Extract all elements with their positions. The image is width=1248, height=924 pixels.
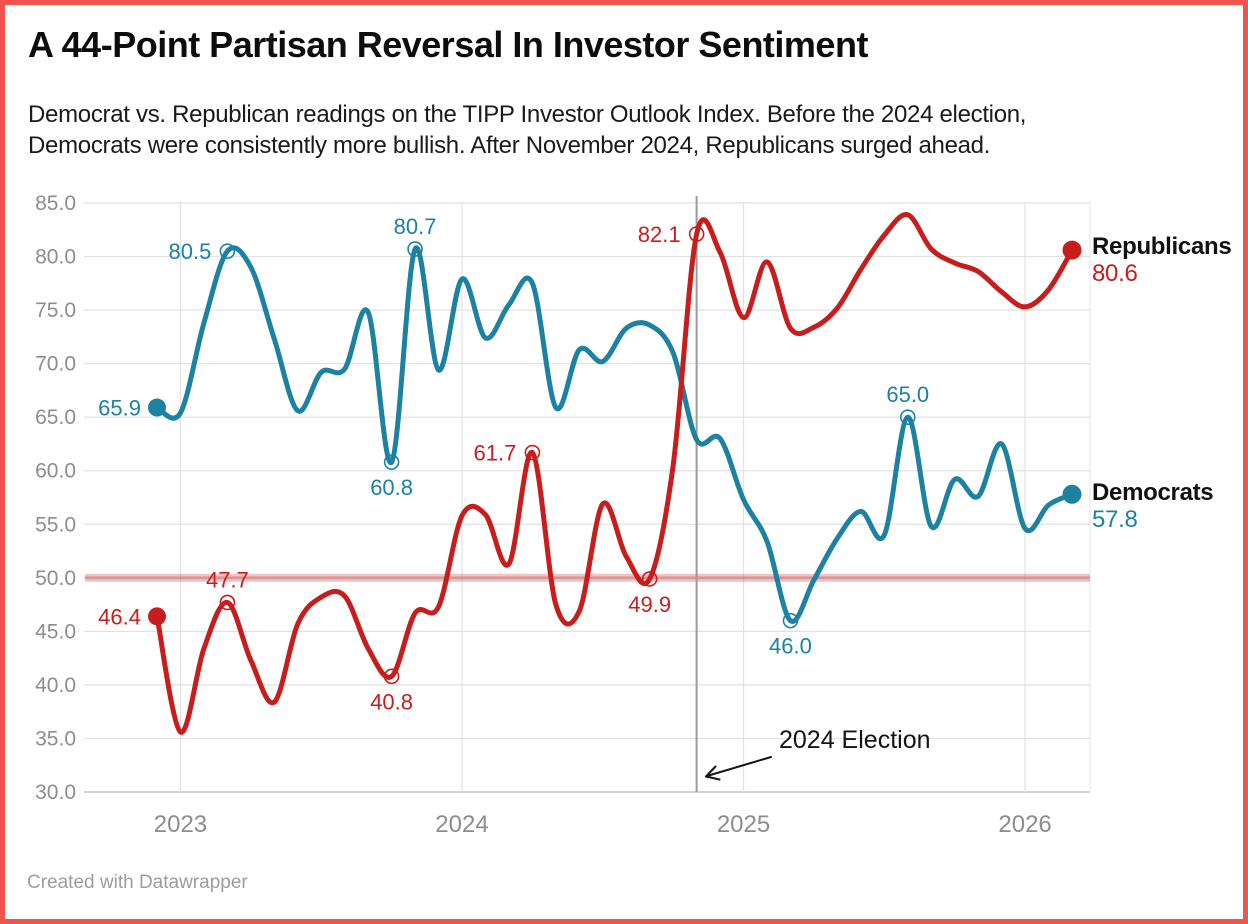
point-open-circle (383, 454, 400, 470)
democrats-start-dot (148, 398, 166, 417)
chart-subtitle-line2: Democrats were consistently more bullish… (28, 132, 991, 159)
y-tick-label: 75.0 (35, 299, 76, 322)
legend-democrats-value: 57.8 (1092, 506, 1138, 533)
y-tick-label: 70.0 (35, 353, 76, 376)
point-value-label: 46.0 (769, 634, 812, 659)
point-value-label: 46.4 (98, 604, 141, 629)
point-open-circle (524, 444, 541, 461)
y-tick-label: 30.0 (35, 781, 76, 804)
point-value-label: 80.7 (394, 214, 437, 239)
point-open-circle (407, 241, 423, 257)
y-tick-label: 60.0 (35, 460, 76, 483)
y-tick-label: 85.0 (35, 192, 76, 215)
legend-republicans: Republicans 80.6 (1092, 233, 1232, 288)
legend-democrats: Democrats 57.8 (1092, 479, 1214, 534)
legend-republicans-label: Republicans (1092, 233, 1232, 260)
y-tick-label: 40.0 (35, 674, 76, 697)
point-value-label: 47.7 (206, 567, 249, 592)
republicans-start-dot (148, 607, 166, 626)
point-open-circle (782, 612, 799, 629)
chart-subtitle: Democrat vs. Republican readings on the … (28, 99, 1026, 161)
y-tick-label: 55.0 (35, 513, 76, 536)
y-tick-label: 35.0 (35, 727, 76, 750)
point-value-label: 65.0 (886, 382, 929, 407)
democrats-line (154, 245, 1075, 624)
legend-republicans-value: 80.6 (1092, 260, 1138, 287)
election-annotation-arrow (705, 756, 772, 781)
point-open-circle (688, 226, 705, 242)
y-tick-label: 80.0 (35, 246, 76, 269)
point-value-label: 49.9 (628, 592, 671, 617)
point-open-circle (641, 571, 658, 587)
page-title: A 44-Point Partisan Reversal In Investor… (28, 24, 868, 65)
point-open-circle (383, 668, 400, 685)
election-annotation-label: 2024 Election (779, 726, 931, 754)
point-open-circle (899, 409, 916, 425)
chart-subtitle-line1: Democrat vs. Republican readings on the … (28, 101, 1027, 128)
point-value-label: 65.9 (98, 396, 141, 421)
y-tick-label: 65.0 (35, 406, 76, 429)
point-value-label: 61.7 (474, 441, 517, 466)
point-open-circle (219, 594, 236, 611)
legend-democrats-label: Democrats (1092, 479, 1214, 506)
x-tick-label: 2024 (435, 811, 488, 838)
x-tick-label: 2026 (998, 811, 1051, 838)
point-value-label: 60.8 (370, 475, 413, 500)
point-value-label: 82.1 (638, 222, 681, 247)
republicans-line (154, 212, 1075, 735)
x-tick-label: 2025 (717, 811, 770, 838)
y-tick-label: 45.0 (35, 620, 76, 643)
point-value-label: 80.5 (169, 239, 212, 264)
point-open-circle (219, 243, 236, 259)
x-tick-label: 2023 (154, 811, 207, 838)
republicans-end-dot (1062, 240, 1082, 260)
point-value-label: 40.8 (370, 689, 413, 714)
y-tick-label: 50.0 (35, 567, 76, 590)
democrats-end-dot (1062, 484, 1082, 504)
datawrapper-credit-link[interactable]: Created with Datawrapper (27, 872, 248, 893)
